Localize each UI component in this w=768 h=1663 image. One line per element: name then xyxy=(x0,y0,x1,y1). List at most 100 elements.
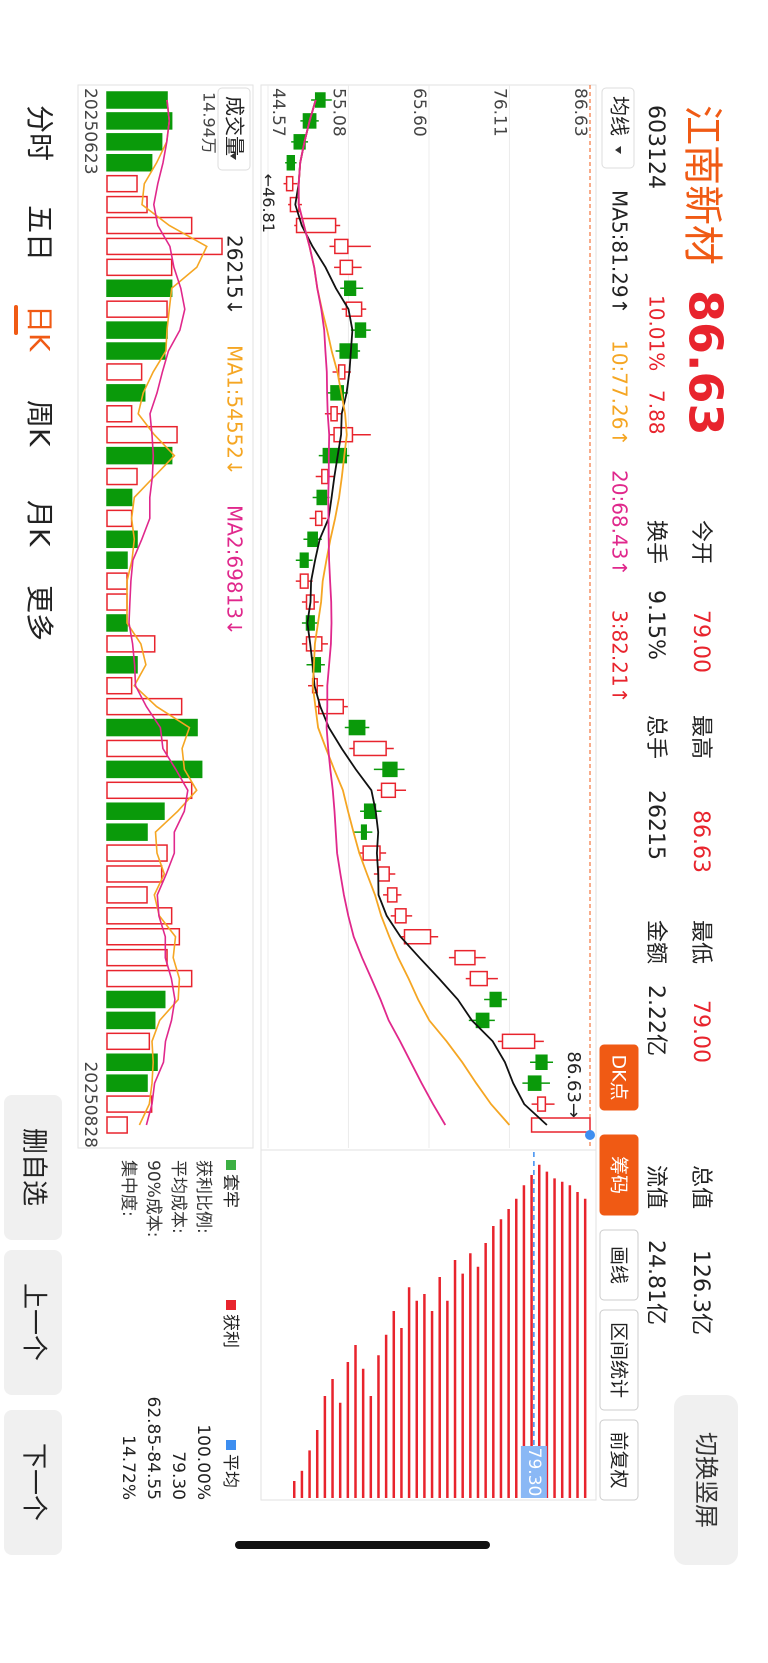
avg-label-bg xyxy=(520,1446,547,1498)
candle-body xyxy=(535,1054,548,1070)
volume-bar xyxy=(106,405,133,423)
chart-tab-label: DK点 xyxy=(608,1054,630,1100)
y-tick-label: 76.11 xyxy=(489,88,509,137)
low-label: ←46.81 xyxy=(259,174,278,233)
nav-button[interactable] xyxy=(4,1250,62,1395)
volume-bar xyxy=(106,844,168,862)
volume-select[interactable] xyxy=(217,87,251,171)
candle-body xyxy=(321,468,329,485)
period-tab[interactable]: 分时 xyxy=(23,105,56,161)
volume-bar xyxy=(106,174,138,193)
candle-body xyxy=(314,92,326,108)
candle-body xyxy=(337,364,346,380)
volume-bar xyxy=(106,363,143,381)
volume-bar xyxy=(106,1032,151,1051)
chart-tab[interactable] xyxy=(599,1044,639,1111)
chart-tab[interactable] xyxy=(599,1419,639,1501)
period-tab[interactable]: 周K xyxy=(23,400,56,447)
volume-bar xyxy=(106,865,163,883)
candle-body xyxy=(403,928,432,945)
stat-value: 79.00 xyxy=(688,610,713,673)
volume-bar xyxy=(106,384,146,402)
chart-tab-label: 前复权 xyxy=(608,1431,630,1488)
last-dot xyxy=(585,1130,595,1140)
nav-button[interactable] xyxy=(4,1095,62,1240)
candle-body xyxy=(360,824,367,840)
volume-bar xyxy=(106,948,168,967)
volume-bar xyxy=(106,133,163,151)
stat-label: 流值 xyxy=(643,1165,668,1209)
y-tick-label: 55.08 xyxy=(328,88,348,137)
chip-stat-value: 14.72% xyxy=(118,1435,138,1500)
volume-bar xyxy=(106,718,198,737)
legend-swatch xyxy=(226,1440,236,1450)
chart-tab[interactable] xyxy=(599,1309,639,1411)
legend-label: 平均 xyxy=(220,1454,240,1488)
volume-bar xyxy=(106,342,166,360)
candle-body xyxy=(501,1033,536,1050)
chart-tab[interactable] xyxy=(599,1229,639,1301)
chip-stat-label: 获利比例: xyxy=(193,1160,213,1234)
stock-price: 86.63 xyxy=(679,290,733,436)
dropdown-arrow xyxy=(230,152,236,160)
period-tab[interactable]: 日K xyxy=(23,305,56,352)
candle-body xyxy=(286,155,296,171)
candle-body xyxy=(339,343,358,359)
legend-label: 套牢 xyxy=(220,1174,240,1208)
candle-body xyxy=(377,866,390,882)
candle-body xyxy=(345,301,363,317)
volume-bar xyxy=(106,990,166,1009)
candle-body xyxy=(530,1117,591,1133)
stat-label: 金额 xyxy=(643,920,668,964)
candle-body xyxy=(295,217,337,234)
ma-select[interactable] xyxy=(601,87,635,169)
volume-indicator: MA1:54552↓ xyxy=(223,345,247,476)
volume-bar xyxy=(106,739,168,758)
volume-bar xyxy=(106,530,138,549)
chart-tab[interactable] xyxy=(599,1134,639,1216)
candle-body xyxy=(382,761,398,778)
volume-bar xyxy=(106,656,138,674)
volume-bar xyxy=(106,593,128,611)
stat-value: 79.00 xyxy=(688,1000,713,1063)
ma-line xyxy=(294,99,548,1126)
switch-label: 切换竖屏 xyxy=(692,1432,720,1528)
y-tick-label: 65.60 xyxy=(409,88,429,137)
candle-body xyxy=(316,489,328,506)
volume-bar xyxy=(106,572,128,590)
candle-body xyxy=(299,573,309,589)
candle-body xyxy=(536,1096,547,1112)
chip-stat-value: 100.00% xyxy=(193,1424,213,1500)
period-tab[interactable]: 更多 xyxy=(23,585,56,641)
stat-label: 换手 xyxy=(643,520,668,564)
candle-body xyxy=(354,322,367,338)
ma-indicator: 3:82.21↑ xyxy=(608,610,632,703)
stat-label: 今开 xyxy=(688,520,713,564)
volume-bar xyxy=(106,91,168,109)
volume-bar xyxy=(106,154,153,172)
period-tab[interactable]: 月K xyxy=(23,500,56,547)
date-label: 20250828 xyxy=(80,1061,100,1148)
candle-body xyxy=(362,845,381,861)
volume-bar xyxy=(106,676,133,695)
volume-bar xyxy=(106,1116,128,1134)
period-tab[interactable]: 五日 xyxy=(23,205,56,261)
volume-bar xyxy=(106,509,133,528)
switch-button[interactable] xyxy=(674,1395,738,1565)
stat-label: 最低 xyxy=(688,920,713,964)
volume-bar xyxy=(106,886,148,904)
nav-button[interactable] xyxy=(4,1410,62,1555)
stat-label: 最高 xyxy=(688,715,713,759)
y-tick-label: 86.63 xyxy=(570,88,590,137)
volume-bar xyxy=(106,195,148,214)
volume-indicator: MA2:69813↓ xyxy=(223,505,247,636)
volume-bar xyxy=(106,927,181,946)
volume-top-label: 14.94万 xyxy=(200,92,219,154)
volume-bar xyxy=(106,823,148,841)
chip-stat-label: 集中度: xyxy=(118,1160,138,1217)
chip-stat-label: 90%成本: xyxy=(143,1160,163,1238)
candle-body xyxy=(334,238,349,255)
